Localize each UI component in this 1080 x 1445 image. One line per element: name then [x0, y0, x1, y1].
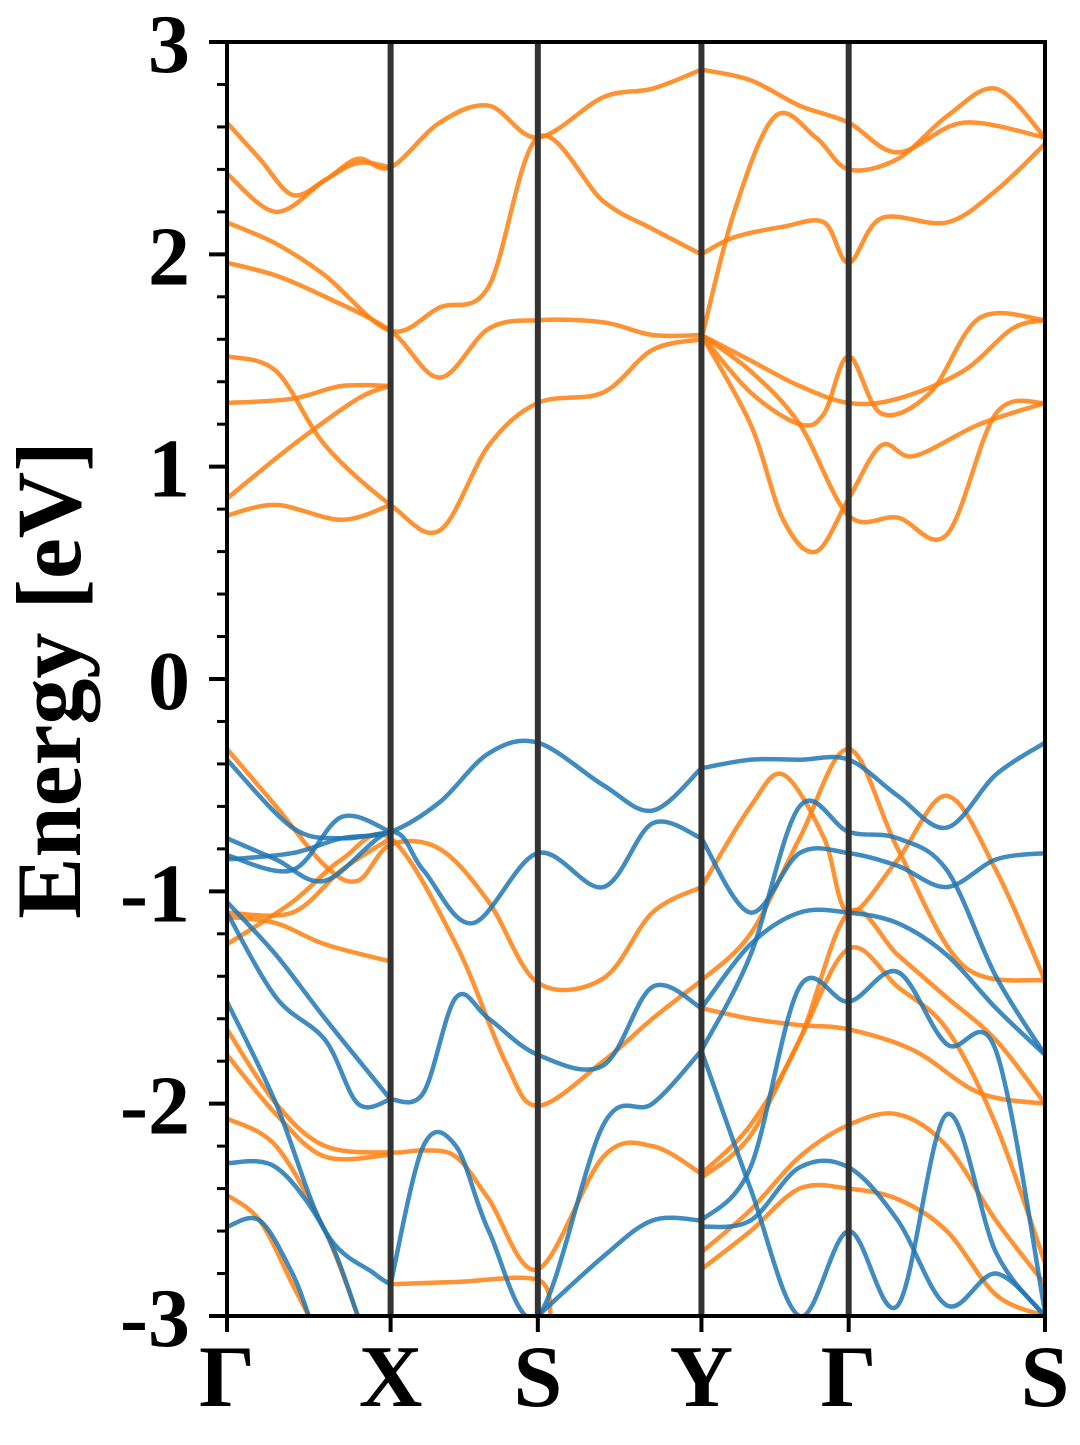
- band-line-spin_b-47: [699, 968, 1045, 1315]
- band-line-spin_a-12: [699, 332, 1045, 555]
- y-axis-ticks: 3 2 1 0 -1 -2 -3: [120, 0, 227, 1365]
- y-tick-label: 1: [148, 423, 190, 516]
- band-line-spin_b-45: [699, 907, 1045, 1058]
- band-line-spin_a-19: [227, 1027, 704, 1272]
- band-line-spin_b-36: [227, 910, 393, 1110]
- band-line-spin_b-38: [227, 999, 393, 1287]
- band-line-spin_b-39: [227, 1158, 361, 1316]
- band-line-spin_a-28: [699, 945, 1045, 1266]
- k-point-label: S: [513, 1329, 562, 1426]
- band-line-spin_a-1: [227, 160, 393, 215]
- band-line-spin_a-16: [227, 836, 393, 918]
- band-line-spin_b-34: [227, 813, 393, 874]
- band-line-spin_b-42: [535, 1215, 704, 1316]
- band-line-spin_a-6: [227, 383, 393, 501]
- band-line-spin_a-2: [227, 133, 704, 334]
- band-line-spin_b-41: [388, 1048, 704, 1316]
- band-line-spin_b-43: [699, 740, 1045, 831]
- y-tick-label: -3: [120, 1272, 190, 1365]
- band-line-spin_a-26: [699, 1005, 1045, 1106]
- y-tick-label: -1: [120, 847, 190, 940]
- band-line-spin_b-48: [699, 1048, 1045, 1316]
- band-lines: [227, 67, 1045, 1316]
- k-point-label: Y: [670, 1329, 734, 1426]
- y-tick-label: -2: [120, 1060, 190, 1153]
- band-line-spin_b-35: [227, 899, 393, 1102]
- band-line-spin_b-44: [699, 836, 1045, 915]
- band-line-spin_a-3: [227, 260, 704, 380]
- y-tick-label: 2: [148, 210, 190, 303]
- band-line-spin_a-13: [699, 310, 1045, 428]
- band-line-spin_b-33: [227, 819, 704, 926]
- band-line-spin_b-46: [699, 798, 1045, 1058]
- band-line-spin_a-14: [699, 332, 1045, 543]
- band-line-spin_a-18: [227, 914, 393, 964]
- k-point-label: Γ: [199, 1329, 255, 1426]
- band-line-spin_b-49: [699, 1158, 1045, 1316]
- band-line-spin_a-23: [388, 1275, 554, 1316]
- band-line-spin_a-20: [227, 1052, 393, 1162]
- band-line-spin_a-22: [227, 1192, 312, 1316]
- k-point-label: S: [1021, 1329, 1070, 1426]
- band-line-spin_a-7: [227, 502, 393, 523]
- band-line-spin_a-5: [227, 382, 393, 406]
- band-line-spin_b-31: [227, 738, 704, 862]
- k-point-label: Γ: [821, 1329, 877, 1426]
- band-line-spin_b-32: [227, 757, 393, 841]
- band-line-spin_a-4: [227, 337, 704, 536]
- band-line-spin_a-29: [699, 1111, 1045, 1287]
- k-path-vertical-lines: [387, 42, 852, 1316]
- band-line-spin_a-11: [699, 317, 1045, 407]
- band-line-spin_a-0: [227, 67, 704, 198]
- y-axis-label: Energy [eV]: [0, 441, 100, 919]
- band-line-spin_a-9: [699, 67, 1045, 155]
- y-tick-label: 3: [148, 0, 190, 91]
- k-point-label: X: [359, 1329, 423, 1426]
- band-line-spin_b-37: [388, 982, 704, 1105]
- band-line-spin_a-8: [699, 86, 1045, 342]
- y-tick-label: 0: [148, 635, 190, 728]
- band-line-spin_b-40: [227, 1215, 312, 1316]
